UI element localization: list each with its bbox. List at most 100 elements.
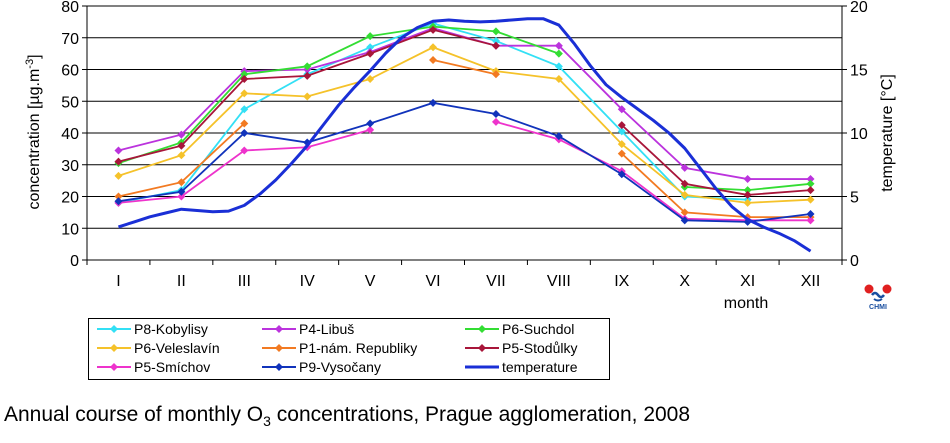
series-line [432,59,497,76]
data-point [114,146,123,155]
data-point [554,49,563,58]
data-point [303,71,312,80]
data-point [680,216,689,225]
data-point [177,151,186,160]
data-point [491,41,500,50]
data-point [366,119,375,128]
y2-axis-label: temperature [°C] [879,74,896,192]
data-point [114,192,123,201]
y2-tick-label: 15 [850,63,868,80]
data-point [806,186,815,195]
series-P5-Smíchov [114,117,815,225]
legend-marker [110,363,118,371]
legend-swatch [97,344,131,352]
legend-marker [275,363,283,371]
data-point [114,197,123,206]
data-point [303,62,312,71]
legend-swatch [465,365,499,369]
y-tick-label: 10 [61,221,79,238]
data-point [240,129,249,137]
data-point [491,27,500,36]
legend-marker [478,325,486,333]
x-tick-label: XI [740,273,755,290]
y-axis-label: concentration [µg.m-3] [24,54,43,209]
y2-tick-label: 20 [850,0,868,16]
chmi-logo-mark [864,284,892,302]
legend-swatch [262,344,296,352]
data-point [806,179,815,188]
data-point [806,216,815,225]
legend-marker [275,344,283,352]
grid [87,37,842,229]
y2-tick-label: 0 [850,253,859,270]
y2-tick-label: 5 [850,190,859,207]
data-point [554,62,563,71]
x-tick-label: IV [300,273,315,290]
legend-marker [110,344,118,352]
data-point [240,119,249,128]
data-point [491,117,500,126]
series [114,19,815,226]
legend-swatch [465,325,499,333]
legend-swatch [465,344,499,352]
data-point [366,75,375,84]
data-point [743,198,752,207]
data-point [806,195,815,204]
x-tick-label: III [238,273,251,290]
chmi-logo-text: CHMI [869,304,887,311]
data-point [491,36,500,45]
legend-marker [478,344,486,352]
x-tick-label: VI [425,273,440,290]
x-tick-label: V [365,273,376,290]
legend-swatch [262,363,296,371]
data-point [554,75,563,84]
data-point [240,89,249,98]
data-point [114,157,123,166]
data-point [114,171,123,180]
data-point [617,127,626,136]
legend-label: P6-Suchdol [502,321,575,337]
x-tick-label: IX [614,273,629,290]
series-P9-Vysočany [114,98,815,226]
x-tick-label: VIII [547,273,571,290]
legend-label: P4-Libuš [299,321,355,337]
data-point [680,179,689,188]
x-axis-label: month [724,295,768,312]
data-point [680,190,689,199]
series-line [118,101,811,223]
legend-marker [110,325,118,333]
legend-label: P6-Veleslavín [134,340,220,356]
data-point [617,140,626,149]
legend-label: P5-Stodůlky [502,340,578,356]
data-point [554,132,563,141]
data-point [617,170,626,179]
data-point [429,25,438,34]
legend: P8-Kobylisy P4-Libuš P6-Suchdol P6-Veleslav… [88,318,610,380]
x-tick-label: I [116,273,120,290]
legend-swatch [262,325,296,333]
legend-marker [275,325,283,333]
data-point [240,75,249,84]
data-point [617,121,626,130]
data-point [429,43,438,52]
series-line [118,25,560,165]
data-point [429,98,438,107]
data-point [429,55,438,64]
y-tick-label: 50 [61,94,79,111]
x-tick-label: VII [486,273,506,290]
data-point [240,146,249,155]
data-point [240,105,249,114]
data-point [617,105,626,114]
data-point [177,130,186,139]
legend-swatch [97,363,131,371]
data-point [491,70,500,79]
chmi-logo: CHMI [862,282,894,314]
x-tick-label: II [177,273,186,290]
data-point [177,178,186,187]
legend-label: P5-Smíchov [134,359,211,375]
data-point [303,92,312,101]
y-tick-label: 70 [61,31,79,48]
data-point [743,190,752,199]
y2-tick-label: 10 [850,126,868,143]
